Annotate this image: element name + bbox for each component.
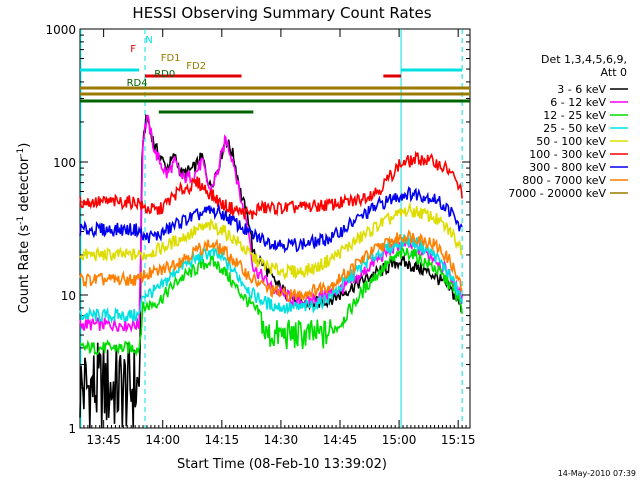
series-line xyxy=(79,114,463,334)
x-tick-label: 14:30 xyxy=(264,433,299,447)
legend-header-attenuator: Att 0 xyxy=(601,66,627,79)
legend-label: 6 - 12 keV xyxy=(550,96,606,109)
flag-label-fd2: FD2 xyxy=(186,61,206,72)
legend-label: 25 - 50 keV xyxy=(543,122,606,135)
y-axis-label: Count Rate (s-1 detector-1) xyxy=(16,143,32,314)
flag-label-n: N xyxy=(145,35,152,46)
y-axis-label-sup1: -1 xyxy=(16,216,26,225)
x-tick-label: 13:45 xyxy=(86,433,121,447)
legend-label: 3 - 6 keV xyxy=(557,83,606,96)
x-tick-label: 14:45 xyxy=(323,433,358,447)
series-line xyxy=(79,150,463,220)
legend-label: 800 - 7000 keV xyxy=(522,174,606,187)
y-axis-label-mid: detector xyxy=(17,156,32,216)
y-tick-label: 1 xyxy=(68,422,76,436)
series-line xyxy=(79,186,463,254)
series-line xyxy=(79,201,463,281)
y-axis-label-end: ) xyxy=(17,143,32,148)
timestamp: 14-May-2010 07:39 xyxy=(558,469,636,478)
flag-label-rd4: RD4 xyxy=(127,78,148,89)
x-tick-label: 14:15 xyxy=(205,433,240,447)
x-tick-label: 15:15 xyxy=(441,433,476,447)
flag-label-f: F xyxy=(130,44,136,55)
series-line xyxy=(79,234,463,325)
x-tick-label: 14:00 xyxy=(145,433,180,447)
legend-label: 50 - 100 keV xyxy=(536,135,606,148)
y-tick-label: 10 xyxy=(61,289,76,303)
x-tick-label: 15:00 xyxy=(382,433,417,447)
y-tick-label: 100 xyxy=(53,156,76,170)
flag-label-rd0: RD0 xyxy=(154,69,175,80)
flag-label-fd1: FD1 xyxy=(161,53,181,64)
y-tick-label: 1000 xyxy=(45,23,76,37)
series-line xyxy=(79,246,463,357)
legend-label: 12 - 25 keV xyxy=(543,109,606,122)
y-axis-label-main: Count Rate (s xyxy=(17,225,32,314)
series-line xyxy=(79,229,463,303)
y-axis-label-sup2: -1 xyxy=(16,148,26,157)
chart-title: HESSI Observing Summary Count Rates xyxy=(132,4,431,22)
plot-area: 13:45 14:00 14:15 14:30 14:45 15:00 15:15 1 10 10… xyxy=(45,23,475,447)
legend-label: 100 - 300 keV xyxy=(529,148,606,161)
legend-label: 7000 - 20000 keV xyxy=(508,187,606,200)
legend-header-detectors: Det 1,3,4,5,6,9, xyxy=(541,53,627,66)
legend-label: 300 - 800 keV xyxy=(529,161,606,174)
x-axis-label: Start Time (08-Feb-10 13:39:02) xyxy=(177,457,387,472)
